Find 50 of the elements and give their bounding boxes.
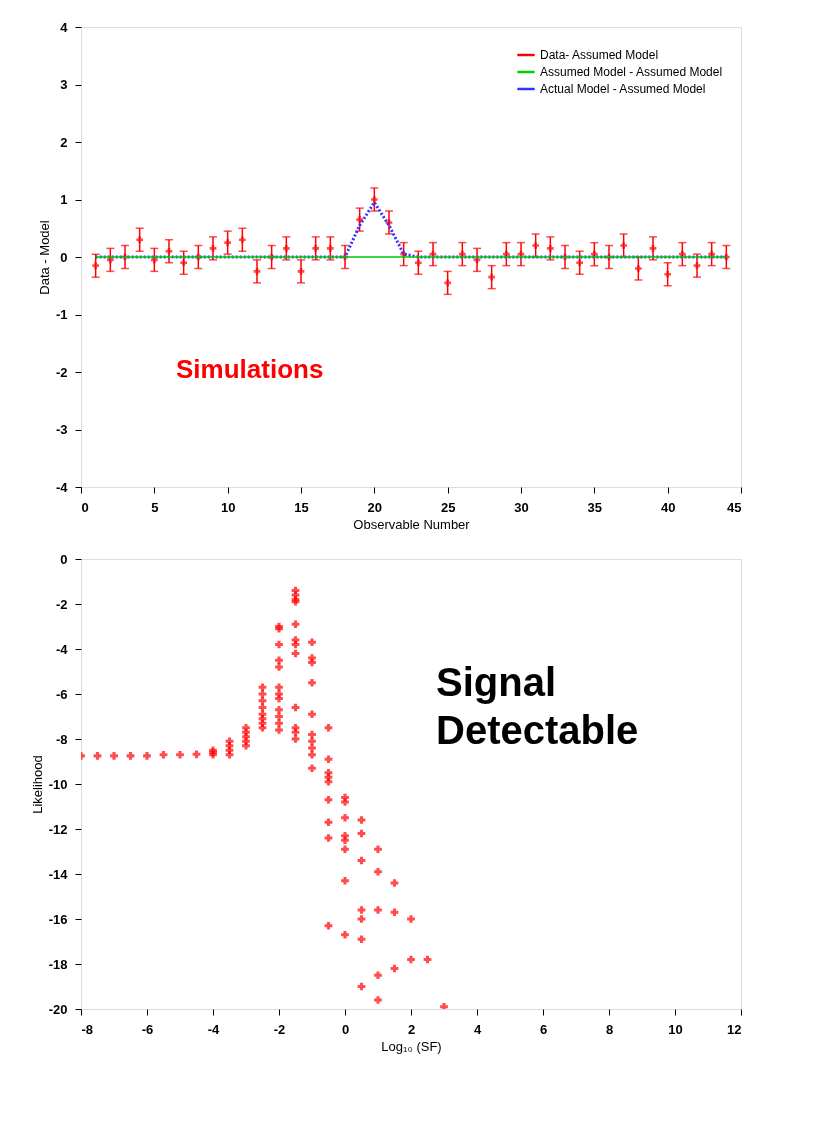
x-tick-label: 20 — [367, 499, 383, 515]
x-tick-label: -8 — [81, 1021, 94, 1037]
x-tick-label: 10 — [668, 1021, 683, 1037]
y-tick-label: -18 — [48, 956, 68, 972]
x-tick-label: 10 — [220, 499, 236, 515]
y-tick-label: -4 — [55, 641, 69, 657]
y-tick-label: 2 — [60, 134, 68, 150]
y-tick-label: 1 — [60, 192, 68, 207]
y-axis-title: Data - Model — [36, 220, 52, 295]
y-tick-label: -16 — [48, 911, 68, 927]
y-tick-label: -10 — [48, 776, 68, 792]
x-tick-label: 0 — [81, 499, 89, 515]
x-tick-label: 0 — [341, 1021, 350, 1037]
x-axis-title: Log₁₀ (SF) — [381, 1038, 442, 1054]
x-tick-label: 8 — [605, 1021, 614, 1037]
x-tick-label: 30 — [514, 499, 529, 515]
y-tick-label: -3 — [55, 422, 68, 437]
x-tick-label: 5 — [151, 499, 159, 515]
x-tick-label: 25 — [440, 499, 456, 515]
y-tick-label: 0 — [60, 551, 68, 567]
legend-label: Data- Assumed Model — [540, 48, 659, 62]
y-tick-label: -20 — [48, 1001, 68, 1017]
x-tick-label: -4 — [207, 1021, 221, 1037]
y-tick-label: -14 — [48, 866, 69, 882]
x-tick-label: 40 — [660, 499, 676, 515]
x-tick-label: 2 — [407, 1021, 416, 1037]
x-axis-title: Observable Number — [353, 516, 471, 532]
legend-label: Actual Model - Assumed Model — [540, 82, 706, 96]
y-tick-label: -2 — [55, 596, 68, 612]
y-axis-title: Likelihood — [29, 755, 45, 814]
x-tick-label: -6 — [141, 1021, 154, 1037]
x-tick-label: -2 — [273, 1021, 286, 1037]
y-tick-label: -6 — [55, 686, 68, 702]
y-tick-label: 4 — [60, 19, 69, 35]
y-tick-label: -8 — [55, 731, 68, 747]
x-tick-label: 12 — [727, 1021, 742, 1037]
x-tick-label: 45 — [727, 499, 742, 515]
legend-label: Assumed Model - Assumed Model — [540, 65, 723, 79]
y-tick-label: -1 — [55, 307, 68, 322]
y-tick-label: -2 — [55, 364, 68, 380]
annotation: Simulations — [176, 354, 324, 384]
x-tick-label: 4 — [473, 1021, 482, 1037]
x-tick-label: 35 — [587, 499, 603, 515]
annotation: Signal Detectable — [436, 660, 639, 752]
x-tick-label: 6 — [539, 1021, 548, 1037]
x-tick-label: 15 — [294, 499, 309, 515]
y-tick-label: 3 — [60, 77, 68, 92]
y-tick-label: -12 — [48, 821, 68, 837]
y-tick-label: -4 — [55, 479, 69, 495]
y-tick-label: 0 — [60, 249, 68, 265]
